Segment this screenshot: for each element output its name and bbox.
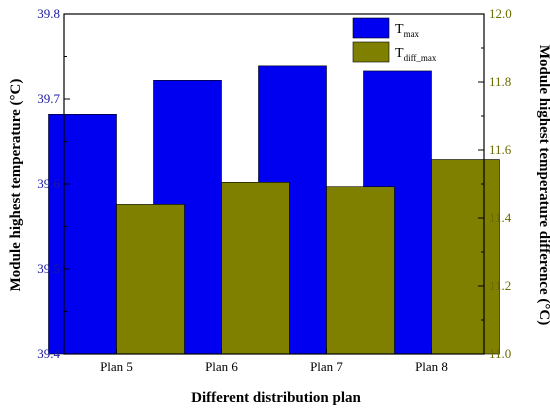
legend: Tmax Tdiff_max <box>352 17 437 63</box>
x-axis: Plan 5 Plan 6 Plan 7 Plan 8 <box>100 349 448 374</box>
right-axis: 11.0 11.2 11.4 11.6 11.8 12.0 <box>478 6 512 361</box>
bar-tdiff-3 <box>326 186 395 355</box>
right-tick-label: 11.2 <box>489 278 511 293</box>
left-axis-title: Module highest temperature (°C) <box>8 79 24 292</box>
right-axis-title: Module highest temperature difference (°… <box>536 45 550 325</box>
left-tick-label: 39.7 <box>37 91 60 106</box>
x-axis-title: Different distribution plan <box>191 390 361 406</box>
bar-tmax-1 <box>48 114 117 355</box>
bar-tdiff-2 <box>221 182 290 355</box>
legend-swatch-tdiff <box>352 41 390 63</box>
x-tick-label: Plan 5 <box>100 359 133 374</box>
left-tick-label: 39.8 <box>37 6 60 21</box>
right-tick-label: 11.8 <box>489 74 511 89</box>
left-axis: 39.4 39.5 39.6 39.7 39.8 <box>37 6 70 361</box>
legend-label-tmax: Tmax <box>395 22 420 39</box>
x-tick-label: Plan 7 <box>310 359 343 374</box>
bar-tdiff-1 <box>116 204 185 355</box>
right-tick-label: 12.0 <box>489 6 512 21</box>
right-tick-label: 11.4 <box>489 210 512 225</box>
bar-tdiff-4 <box>431 159 500 355</box>
legend-swatch-tmax <box>352 17 390 39</box>
legend-label-tdiff: Tdiff_max <box>395 46 437 63</box>
left-tick-label: 39.6 <box>37 176 60 191</box>
right-tick-label: 11.0 <box>489 346 511 361</box>
bars <box>48 65 500 355</box>
left-tick-label: 39.4 <box>37 346 60 361</box>
x-tick-label: Plan 8 <box>415 359 448 374</box>
x-tick-label: Plan 6 <box>205 359 238 374</box>
left-tick-label: 39.5 <box>37 261 60 276</box>
right-tick-label: 11.6 <box>489 142 512 157</box>
